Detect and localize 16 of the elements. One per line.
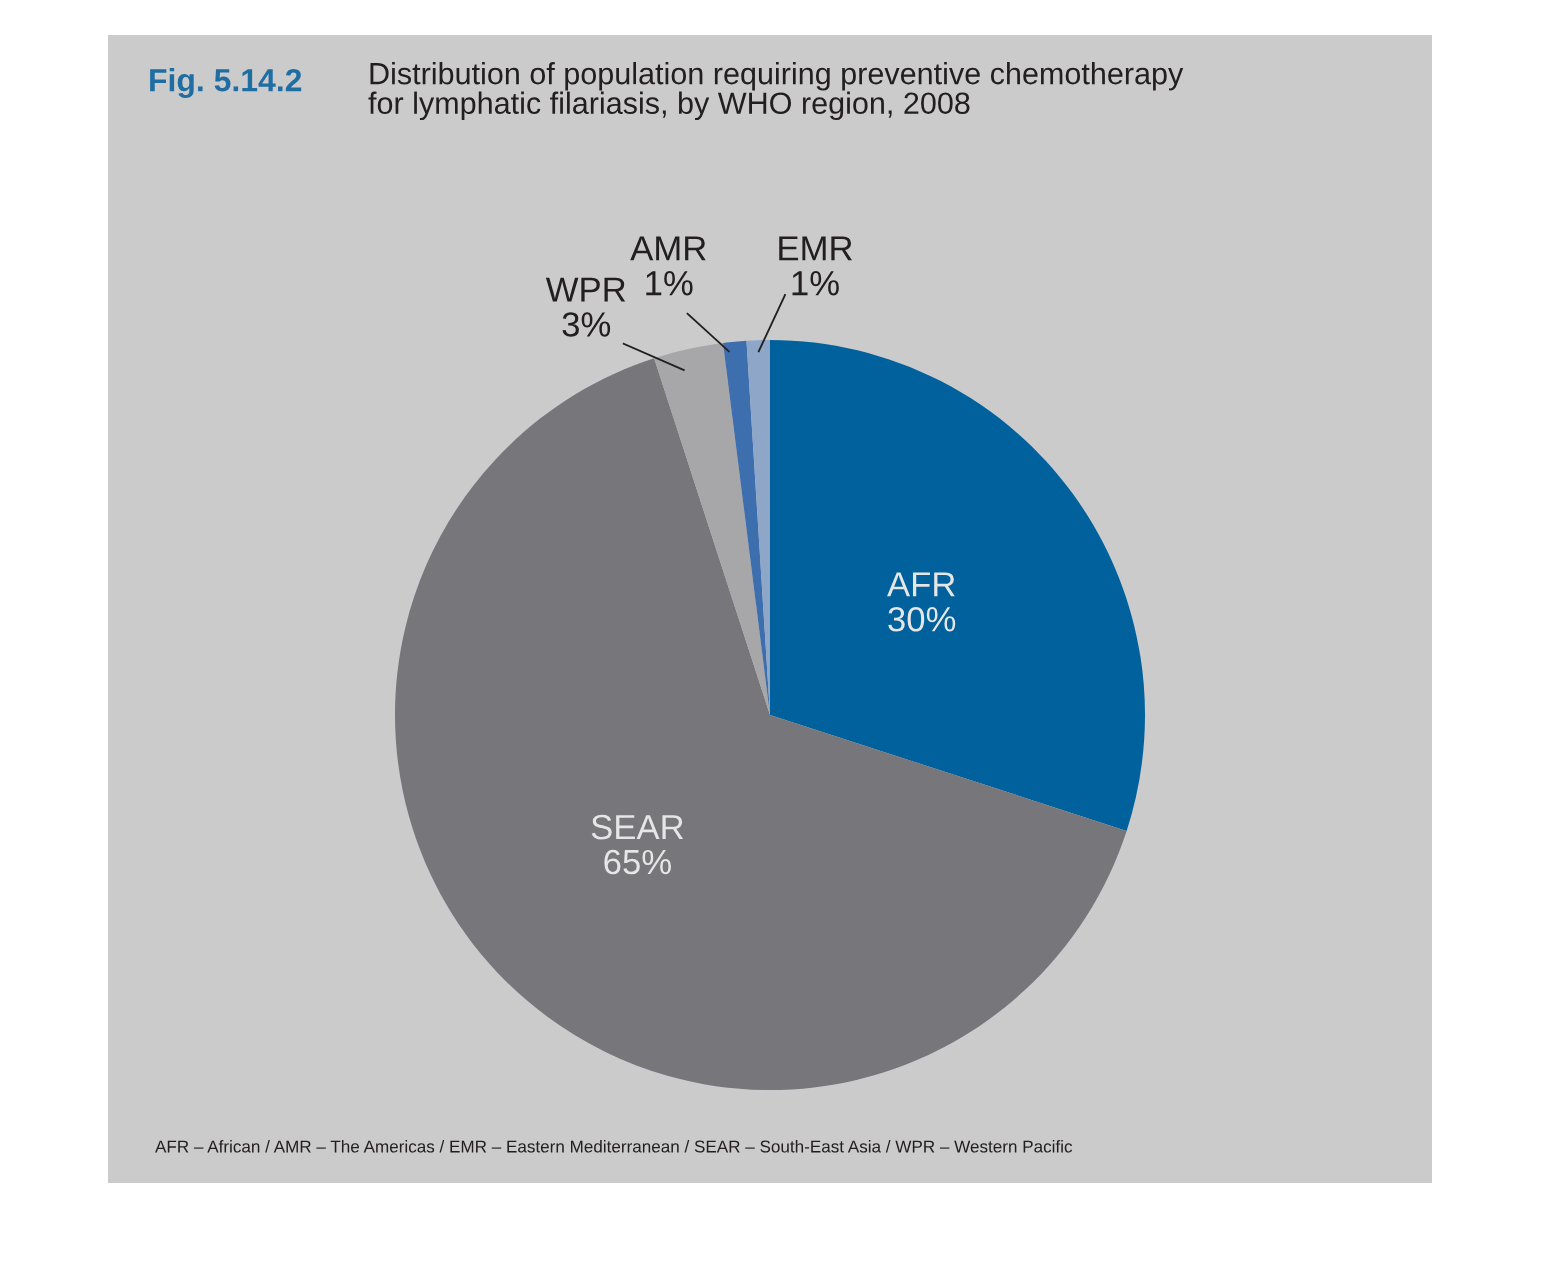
data-label: 3% <box>562 312 611 337</box>
chart-title: Distribution of population requiring preventive chemotherapy for lymphatic filariasis, by WHO region, 2008 <box>368 62 1184 121</box>
pie-slice <box>770 340 1145 831</box>
text: AFR – African / AMR – The Americas / EMR – Eastern Mediterranean / SEAR – South-East Asia / WPR – Western Pacific <box>155 1140 1073 1153</box>
data-label: 65% <box>604 849 671 875</box>
slice-label: EMR <box>779 236 852 261</box>
slice-label: SEAR <box>591 814 684 840</box>
slice-label: AMR <box>630 236 706 261</box>
slice-label: WPR <box>545 277 626 302</box>
pie-slice <box>395 358 1127 1090</box>
slice-label: AFR <box>887 572 955 597</box>
caption: Fig. 5.14.2 <box>150 68 302 98</box>
pie-slice <box>654 342 770 715</box>
data-label: 30% <box>888 606 956 632</box>
data-label: 1% <box>792 271 839 296</box>
data-label: 1% <box>646 271 693 296</box>
